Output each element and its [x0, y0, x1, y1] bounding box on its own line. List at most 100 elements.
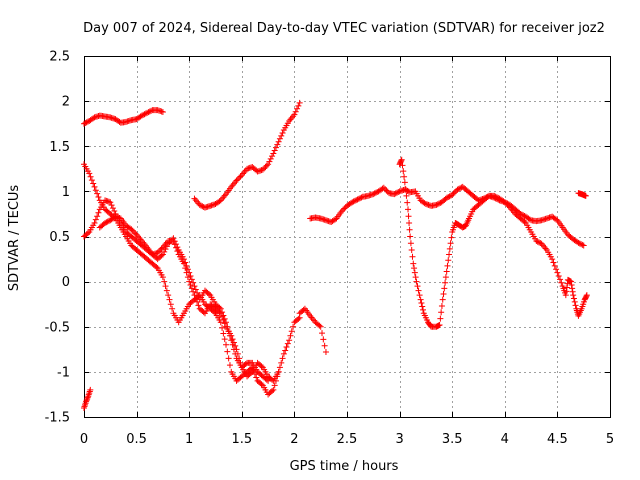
data-point-sample: [90, 115, 97, 122]
y-tick-label: -1: [57, 365, 70, 380]
data-point: [417, 296, 424, 303]
data-point: [583, 292, 590, 299]
data-point: [280, 350, 287, 357]
data-point-sample: [450, 190, 457, 197]
data-point-sample: [558, 279, 565, 286]
chart-title: Day 007 of 2024, Sidereal Day-to-day VTE…: [83, 21, 605, 36]
data-point-sample: [200, 309, 207, 316]
data-point-sample: [226, 362, 233, 369]
data-point: [91, 183, 98, 190]
data-point-sample: [446, 193, 453, 200]
data-point-sample: [442, 279, 449, 286]
data-point: [407, 233, 414, 240]
data-point-sample: [82, 401, 89, 408]
data-point-sample: [262, 164, 269, 171]
data-point-sample: [445, 194, 452, 201]
data-point-sample: [216, 304, 223, 311]
data-point: [317, 323, 324, 330]
series-track: [191, 99, 303, 211]
data-point-sample: [232, 350, 239, 357]
data-point-sample: [188, 276, 195, 283]
data-point-sample: [220, 194, 227, 201]
data-point: [196, 201, 203, 208]
data-point-sample: [92, 187, 99, 194]
data-point-sample: [109, 205, 116, 212]
data-point-sample: [295, 315, 302, 322]
data-point-sample: [83, 119, 90, 126]
y-tick-label: 2: [62, 95, 70, 110]
data-point-sample: [130, 228, 137, 235]
x-tick-label: 3.5: [442, 432, 463, 447]
data-point-sample: [142, 110, 149, 117]
data-point-sample: [95, 209, 102, 216]
data-point-sample: [90, 180, 97, 187]
data-point-sample: [229, 341, 236, 348]
data-point-sample: [309, 316, 316, 323]
data-point-sample: [146, 108, 153, 115]
data-point-sample: [167, 301, 174, 308]
data-point-sample: [382, 186, 389, 193]
data-point: [370, 191, 377, 198]
data-point: [159, 274, 166, 281]
data-point: [81, 120, 87, 127]
data-point-sample: [411, 265, 418, 272]
data-point-sample: [184, 274, 191, 281]
data-point-sample: [194, 198, 201, 205]
data-point-sample: [400, 168, 407, 175]
data-point: [405, 206, 412, 213]
data-point-sample: [350, 198, 357, 205]
data-point-sample: [82, 400, 89, 407]
data-point: [154, 249, 161, 256]
data-point-sample: [242, 360, 249, 367]
data-point-sample: [111, 208, 118, 215]
x-tick-label: 1: [185, 432, 193, 447]
y-tick-label: 0.5: [49, 230, 70, 245]
data-point: [580, 242, 587, 249]
data-point: [291, 111, 298, 118]
data-point-sample: [83, 397, 90, 404]
data-point-sample: [88, 177, 95, 184]
data-point-sample: [409, 253, 416, 260]
data-point-sample: [269, 388, 276, 395]
data-point: [138, 112, 145, 119]
data-point-sample: [340, 206, 347, 213]
data-point-sample: [103, 219, 110, 226]
data-point-sample: [300, 306, 307, 313]
data-point-sample: [87, 173, 94, 180]
data-point-sample: [341, 205, 348, 212]
x-tick-label: 1.5: [231, 432, 252, 447]
data-point-sample: [443, 268, 450, 275]
data-point-sample: [221, 315, 228, 322]
x-tick-label: 4.5: [547, 432, 568, 447]
data-point-sample: [287, 116, 294, 123]
data-point: [562, 292, 569, 299]
data-point-sample: [279, 129, 286, 136]
data-point-sample: [272, 144, 279, 151]
data-point-sample: [158, 252, 165, 259]
data-point-sample: [163, 287, 170, 294]
series-track: [81, 386, 94, 411]
data-point-sample: [569, 288, 576, 295]
data-point-sample: [550, 259, 557, 266]
data-point-sample: [232, 179, 239, 186]
data-point-sample: [393, 189, 400, 196]
data-point-sample: [398, 157, 405, 164]
data-point-sample: [563, 288, 570, 295]
data-series: [81, 99, 590, 411]
data-point-sample: [108, 202, 115, 209]
data-point: [180, 256, 187, 263]
data-point-sample: [438, 302, 445, 309]
data-point-sample: [447, 240, 454, 247]
data-point: [398, 156, 405, 163]
data-point-sample: [234, 176, 241, 183]
data-point-sample: [205, 291, 212, 298]
data-point: [338, 208, 345, 215]
data-point-sample: [267, 155, 274, 162]
data-point: [413, 278, 420, 285]
data-point: [554, 269, 561, 276]
data-point-sample: [406, 219, 413, 226]
data-point-sample: [493, 194, 500, 201]
x-tick-label: 2: [290, 432, 298, 447]
y-tick-label: 0: [62, 275, 70, 290]
data-point-sample: [320, 336, 327, 343]
